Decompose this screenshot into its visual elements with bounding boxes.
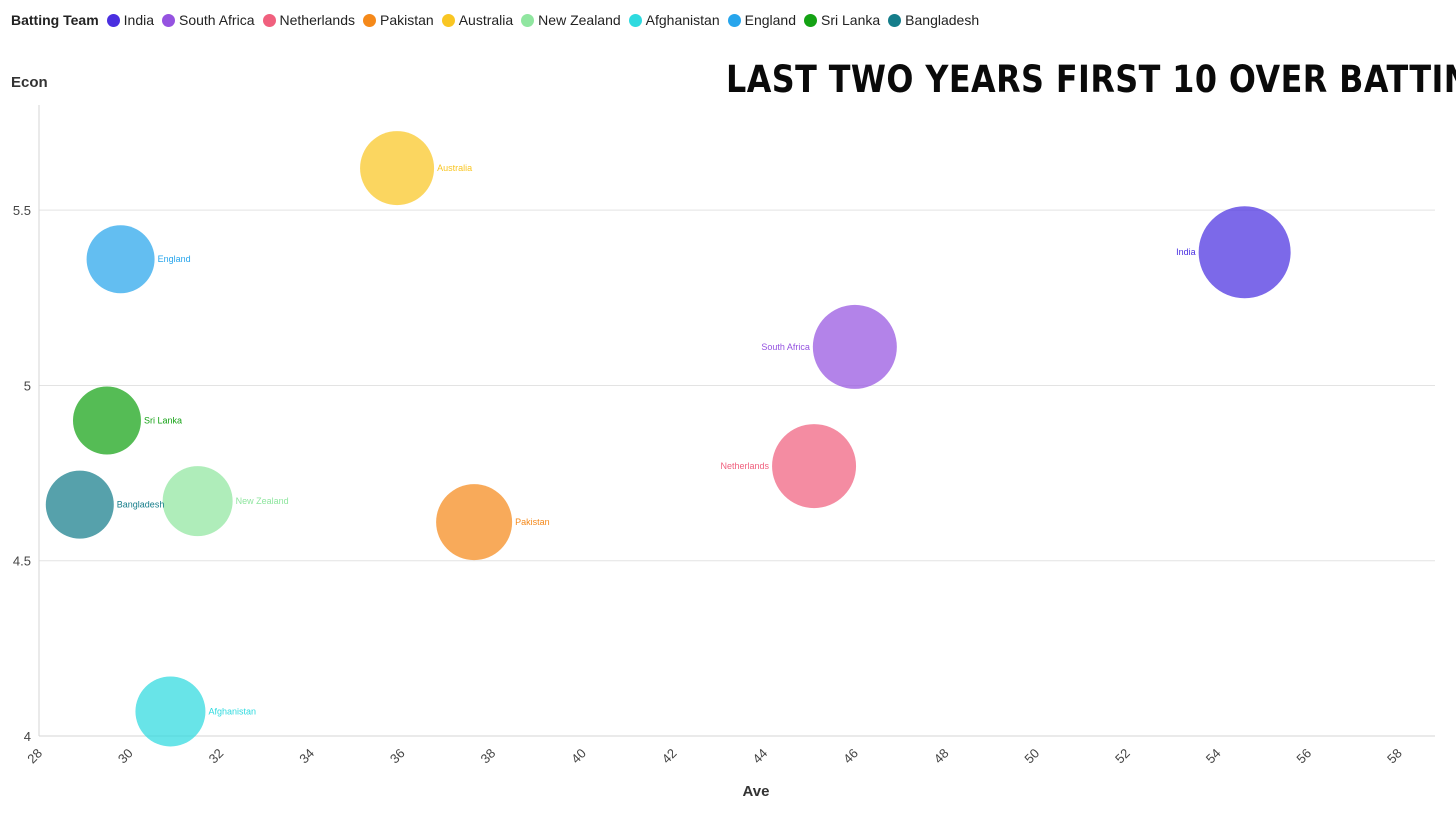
x-tick-label: 56 (1293, 746, 1314, 767)
x-tick-label: 32 (206, 746, 227, 767)
data-label: England (158, 254, 191, 264)
legend-swatch (106, 13, 120, 27)
data-label: Netherlands (721, 461, 770, 471)
data-point[interactable] (135, 676, 206, 747)
x-tick-label: 52 (1112, 746, 1133, 767)
data-point[interactable] (45, 470, 114, 539)
legend-label: England (744, 12, 797, 28)
legend-item[interactable]: Netherlands (262, 12, 356, 28)
x-tick-label: 50 (1021, 746, 1042, 767)
legend-item[interactable]: Pakistan (363, 12, 434, 28)
data-points: India South Africa Netherlands Pakistan Aust… (45, 131, 1291, 747)
x-tick-label: 48 (931, 746, 952, 767)
legend-item[interactable]: Sri Lanka (804, 12, 880, 28)
data-label: Afghanistan (208, 706, 256, 716)
legend: Batting Team India South Africa Netherland… (11, 9, 987, 31)
legend-swatch (162, 13, 175, 27)
x-tick-label: 54 (1203, 746, 1224, 767)
data-label: Bangladesh (117, 500, 165, 510)
legend-swatch (727, 13, 741, 27)
legend-swatch (363, 13, 376, 27)
y-tick-label: 4 (24, 729, 31, 744)
data-label: New Zealand (236, 496, 289, 506)
legend-label: Netherlands (279, 12, 356, 28)
legend-swatch (628, 13, 642, 27)
data-label: South Africa (761, 342, 810, 352)
data-point[interactable] (812, 304, 897, 389)
legend-item[interactable]: England (727, 12, 797, 28)
legend-swatch (804, 13, 818, 27)
legend-item[interactable]: Australia (441, 12, 514, 28)
data-point[interactable] (1198, 206, 1291, 299)
y-axis-title: Econ (11, 74, 48, 91)
data-point[interactable] (772, 424, 857, 509)
legend-swatch (441, 13, 455, 27)
x-axis-title: Ave (743, 783, 770, 800)
data-label: Pakistan (515, 517, 550, 527)
data-point[interactable] (436, 484, 513, 561)
x-tick-label: 30 (115, 746, 136, 767)
x-tick-label: 36 (387, 746, 408, 767)
legend-swatch (521, 13, 535, 27)
y-tick-label: 4.5 (13, 554, 31, 569)
legend-item[interactable]: New Zealand (521, 12, 621, 28)
data-point[interactable] (162, 466, 233, 537)
x-tick-label: 34 (296, 746, 317, 767)
legend-item[interactable]: Afghanistan (628, 12, 720, 28)
data-point[interactable] (360, 131, 435, 206)
legend-item[interactable]: South Africa (162, 12, 255, 28)
data-point[interactable] (72, 386, 141, 455)
x-tick-label: 28 (24, 746, 45, 767)
y-tick-label: 5.5 (13, 203, 31, 218)
x-tick-label: 44 (749, 746, 770, 767)
legend-label: New Zealand (538, 12, 621, 28)
x-tick-label: 58 (1384, 746, 1405, 767)
x-tick-label: 40 (568, 746, 589, 767)
data-label: India (1176, 247, 1196, 257)
x-tick-label: 46 (840, 746, 861, 767)
y-tick-label: 5 (24, 378, 31, 393)
legend-label: Sri Lanka (821, 12, 881, 28)
legend-label: South Africa (179, 12, 255, 28)
legend-item[interactable]: India (106, 12, 154, 28)
legend-swatch (888, 13, 902, 27)
data-point[interactable] (86, 225, 155, 294)
legend-label: Pakistan (380, 12, 434, 28)
legend-swatch (262, 13, 276, 27)
legend-title: Batting Team (11, 12, 99, 28)
axes: 4 4.5 5 5.5 28 30 32 34 36 38 40 42 44 46 48 50 52 54 56 58 (13, 105, 1435, 766)
data-label: Sri Lanka (144, 416, 182, 426)
x-tick-label: 42 (659, 746, 680, 767)
legend-label: Afghanistan (645, 12, 720, 28)
data-label: Australia (437, 163, 472, 173)
legend-label: India (123, 12, 154, 28)
legend-label: Australia (458, 12, 514, 28)
legend-item[interactable]: Bangladesh (888, 12, 979, 28)
chart-title: LAST TWO YEARS FIRST 10 OVER BATTING (726, 58, 1456, 101)
x-tick-label: 38 (478, 746, 499, 767)
legend-label: Bangladesh (905, 12, 980, 28)
axis-labels: Ave Econ (11, 74, 769, 800)
